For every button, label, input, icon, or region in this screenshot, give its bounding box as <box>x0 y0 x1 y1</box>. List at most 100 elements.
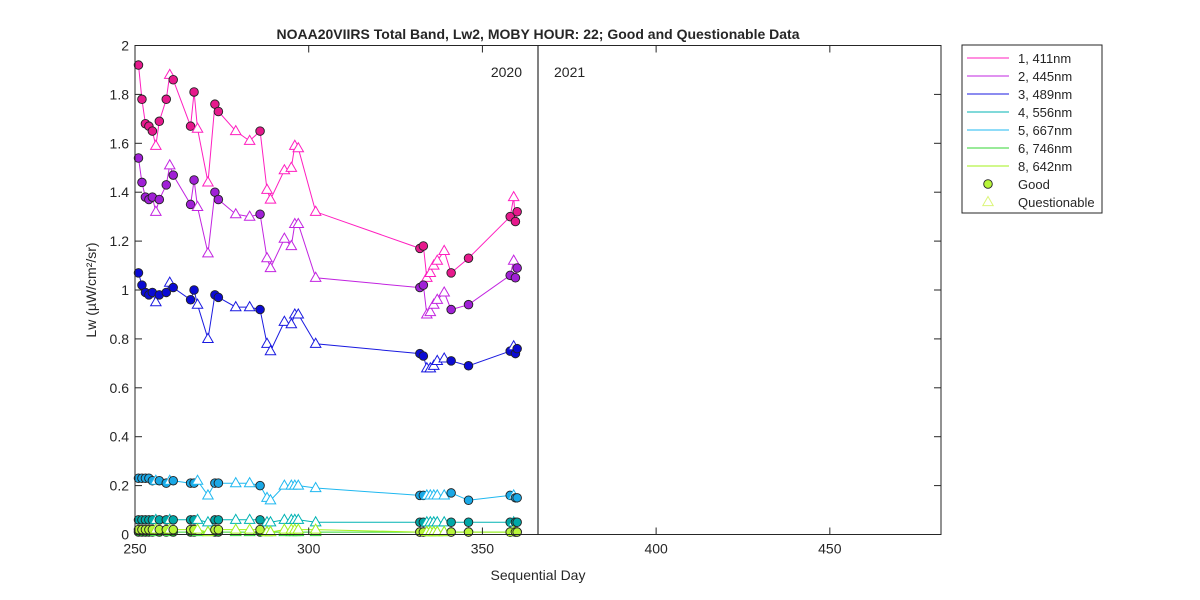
questionable-point <box>292 217 305 229</box>
legend-questionable-marker <box>981 195 995 207</box>
good-point <box>418 241 429 251</box>
questionable-point <box>292 307 305 319</box>
series-1-411nm <box>133 60 522 282</box>
good-point <box>133 60 144 70</box>
questionable-point <box>264 493 277 505</box>
good-point <box>168 170 178 180</box>
good-point <box>512 207 522 217</box>
questionable-point <box>243 210 256 221</box>
good-point <box>463 527 474 537</box>
questionable-point <box>201 488 215 500</box>
series-3-489nm <box>133 268 522 373</box>
series-8-642nm <box>133 523 522 537</box>
questionable-point <box>264 193 277 204</box>
y-tick-label: 1.2 <box>110 233 130 249</box>
questionable-point <box>260 183 274 194</box>
questionable-point <box>424 266 437 277</box>
good-point <box>255 515 265 525</box>
legend-good-marker <box>983 179 993 189</box>
good-point <box>512 343 522 354</box>
questionable-point <box>201 175 215 187</box>
questionable-point <box>431 254 444 265</box>
good-point <box>255 209 265 219</box>
good-point <box>255 126 265 136</box>
series-2-445nm <box>133 153 522 319</box>
y-tick-label: 0.6 <box>110 380 130 396</box>
good-point <box>510 273 521 283</box>
x-tick-label: 450 <box>818 541 842 557</box>
legend-entry-label: 3, 489nm <box>1018 87 1072 102</box>
questionable-point <box>229 124 242 136</box>
questionable-point <box>264 525 277 537</box>
questionable-point <box>285 161 298 172</box>
questionable-point <box>431 293 444 304</box>
x-tick-label: 250 <box>123 541 147 557</box>
questionable-point <box>292 523 305 534</box>
good-point <box>161 287 172 298</box>
good-point <box>512 493 522 503</box>
good-point <box>133 153 144 163</box>
good-point <box>185 295 196 305</box>
legend-entry-label: 8, 642nm <box>1018 159 1072 174</box>
legend-entry-label: 6, 746nm <box>1018 141 1072 156</box>
y-tick-label: 1 <box>121 282 129 298</box>
y-tick-label: 1.6 <box>110 135 130 151</box>
questionable-point <box>243 300 256 312</box>
questionable-point <box>191 122 204 133</box>
questionable-point <box>507 190 520 202</box>
questionable-point <box>260 337 274 348</box>
legend-entry-label: 5, 667nm <box>1018 123 1072 138</box>
good-point <box>446 268 456 278</box>
year-label-2020: 2020 <box>491 64 522 80</box>
questionable-point <box>163 158 176 170</box>
questionable-point <box>149 295 162 307</box>
questionable-point <box>264 344 277 356</box>
x-tick-label: 300 <box>297 541 321 557</box>
legend-good-label: Good <box>1018 177 1050 192</box>
questionable-point <box>191 474 204 485</box>
x-tick-label: 350 <box>471 541 495 557</box>
good-point <box>213 478 224 488</box>
questionable-point <box>229 207 242 219</box>
questionable-point <box>243 523 256 534</box>
questionable-point <box>292 141 305 153</box>
legend-entry-label: 2, 445nm <box>1018 69 1072 84</box>
good-point <box>185 199 196 210</box>
legend: 1, 411nm 2, 445nm 3, 489nm 4, 556nm 5, 667nm… <box>961 44 1103 214</box>
questionable-point <box>292 479 305 490</box>
good-point <box>189 175 199 185</box>
good-point <box>463 517 474 528</box>
good-point <box>255 304 265 315</box>
questionable-point <box>278 315 291 326</box>
good-point <box>213 106 224 117</box>
good-point <box>512 263 522 273</box>
good-point <box>137 177 147 188</box>
good-point <box>512 517 522 528</box>
questionable-point <box>278 232 291 243</box>
questionable-point <box>229 476 242 488</box>
questionable-point <box>285 239 298 251</box>
good-point <box>168 282 178 293</box>
y-tick-label: 0 <box>121 527 129 543</box>
y-tick-label: 2 <box>121 38 129 54</box>
good-point <box>213 194 224 205</box>
questionable-point <box>285 317 298 329</box>
good-point <box>512 527 522 537</box>
x-axis: 250 300 350 400 450 <box>123 45 842 557</box>
good-point <box>255 480 265 491</box>
good-point <box>168 74 178 85</box>
questionable-point <box>424 305 437 317</box>
good-point <box>168 524 178 535</box>
good-point <box>213 515 224 525</box>
good-point <box>418 280 429 290</box>
series-5-667nm <box>133 473 522 506</box>
good-point <box>154 116 165 127</box>
questionable-point <box>201 246 215 258</box>
good-point <box>154 194 165 205</box>
good-point <box>463 361 474 371</box>
good-point <box>255 524 265 535</box>
good-point <box>463 495 474 506</box>
y-tick-label: 0.2 <box>110 478 130 494</box>
questionable-point <box>264 261 277 273</box>
good-point <box>213 524 224 535</box>
